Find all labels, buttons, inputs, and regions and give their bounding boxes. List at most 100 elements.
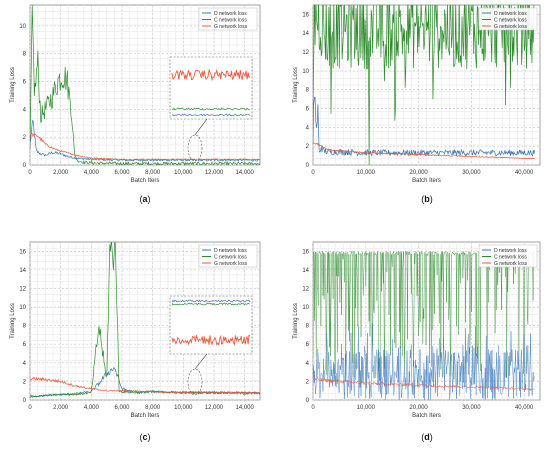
y-tick-label: 6	[23, 342, 27, 348]
zoom-connector	[194, 118, 208, 136]
y-tick-label: 2	[306, 379, 310, 385]
series-line-g	[30, 376, 260, 394]
legend-entry: D network loss	[494, 248, 527, 254]
series-line-d	[313, 323, 535, 400]
legend-entry: C network loss	[494, 18, 527, 24]
x-tick-label: 20,000	[409, 170, 428, 176]
y-tick-label: 4	[306, 361, 310, 367]
x-tick-label: 14,000	[235, 170, 254, 176]
chart-panel-2: 0 10,000 20,000 30,000 40,000 0 2 4 6 8 10 12 14 16 Ba…	[293, 4, 541, 204]
series-line-d	[313, 96, 536, 157]
y-tick-label: 8	[306, 88, 310, 94]
x-axis-label: Batch Iters	[412, 413, 441, 419]
legend-entry: D network loss	[214, 248, 247, 254]
x-tick-label: 10,000	[357, 170, 376, 176]
chart-panel-4: 0 10,000 20,000 30,000 40,000 0 2 4 6 8 10 12 14 16 Ba…	[293, 241, 541, 442]
y-tick-label: 8	[23, 324, 27, 330]
x-axis-label: Batch Iters	[131, 413, 160, 419]
y-tick-label: 10	[19, 305, 26, 311]
inset-series-d	[171, 113, 251, 117]
x-tick-label: 20,000	[409, 405, 428, 411]
panel-label: (d)	[421, 432, 433, 442]
x-tick-label: 30,000	[462, 170, 481, 176]
y-tick-label: 12	[302, 50, 309, 56]
inset-series-c	[171, 107, 250, 111]
y-tick-label: 16	[302, 249, 309, 255]
x-tick-label: 4,000	[84, 170, 100, 176]
x-tick-label: 10,000	[174, 170, 193, 176]
series-group	[313, 250, 535, 400]
x-tick-label: 2,000	[53, 170, 69, 176]
y-tick-label: 10	[302, 69, 309, 75]
legend-entry: G network loss	[494, 261, 528, 267]
y-axis-label: Training Loss	[293, 303, 299, 339]
x-tick-label: 40,000	[515, 405, 534, 411]
inset-series-c	[171, 302, 251, 306]
y-tick-label: 2	[306, 144, 310, 150]
y-tick-label: 6	[306, 107, 310, 113]
panel-label: (c)	[139, 432, 150, 442]
legend-entry: D network loss	[494, 11, 527, 17]
y-tick-label: 2	[23, 135, 27, 141]
series-line-g	[30, 132, 260, 161]
y-axis-label: Training Loss	[10, 67, 16, 103]
x-tick-label: 0	[311, 405, 315, 411]
x-tick-label: 10,000	[357, 405, 376, 411]
series-line-g	[313, 377, 535, 392]
inset-series-g	[171, 334, 251, 347]
chart-panel-3: 0 2,000 4,000 6,000 8,000 10,000 12,000 14,000 0…	[10, 241, 261, 442]
zoom-inset	[169, 295, 253, 396]
x-tick-label: 0	[28, 170, 32, 176]
panel-label: (a)	[139, 194, 150, 204]
inset-series-g	[171, 68, 251, 82]
x-tick-label: 14,000	[235, 405, 254, 411]
series-line-c	[313, 5, 535, 165]
y-tick-label: 10	[302, 305, 309, 311]
legend	[198, 7, 258, 31]
y-tick-label: 0	[306, 163, 310, 169]
legend-entry: G network loss	[214, 261, 248, 267]
x-tick-label: 12,000	[205, 170, 224, 176]
legend	[198, 244, 258, 268]
x-axis-label: Batch Iters	[412, 178, 441, 184]
x-tick-label: 8,000	[145, 170, 161, 176]
y-tick-label: 14	[19, 268, 26, 274]
zoom-region-marker	[187, 134, 203, 162]
series-group	[30, 242, 260, 398]
y-tick-label: 8	[306, 324, 310, 330]
inset-series-d	[171, 299, 251, 303]
y-tick-label: 14	[302, 268, 309, 274]
series-group	[30, 5, 260, 165]
legend	[478, 244, 538, 268]
x-axis-label: Batch Iters	[131, 178, 160, 184]
x-tick-label: 2,000	[53, 405, 69, 411]
inset-frame	[169, 295, 253, 355]
y-tick-label: 16	[19, 249, 26, 255]
legend-entry: D network loss	[214, 11, 247, 17]
x-tick-label: 6,000	[114, 405, 130, 411]
x-tick-label: 10,000	[174, 405, 193, 411]
x-tick-label: 4,000	[84, 405, 100, 411]
x-tick-label: 0	[28, 405, 32, 411]
x-tick-label: 8,000	[145, 405, 161, 411]
legend-entry: G network loss	[214, 24, 248, 30]
series-line-c	[30, 5, 260, 165]
x-tick-label: 40,000	[515, 170, 534, 176]
y-tick-label: 0	[23, 163, 27, 169]
legend	[478, 7, 538, 31]
y-tick-label: 0	[306, 398, 310, 404]
y-axis-label: Training Loss	[293, 67, 299, 103]
series-line-d	[30, 119, 260, 162]
series-group	[313, 5, 536, 165]
y-tick-label: 12	[19, 286, 26, 292]
chart-panel-1: 0 2,000 4,000 6,000 8,000 10,000 12,000 14,000 0…	[10, 4, 261, 204]
legend-entry: G network loss	[494, 24, 528, 30]
legend-entry: C network loss	[214, 18, 247, 24]
panel-label: (b)	[421, 194, 433, 204]
y-tick-label: 0	[23, 398, 27, 404]
legend-entry: C network loss	[214, 255, 247, 261]
y-tick-label: 4	[23, 361, 27, 367]
y-tick-label: 2	[23, 379, 27, 385]
